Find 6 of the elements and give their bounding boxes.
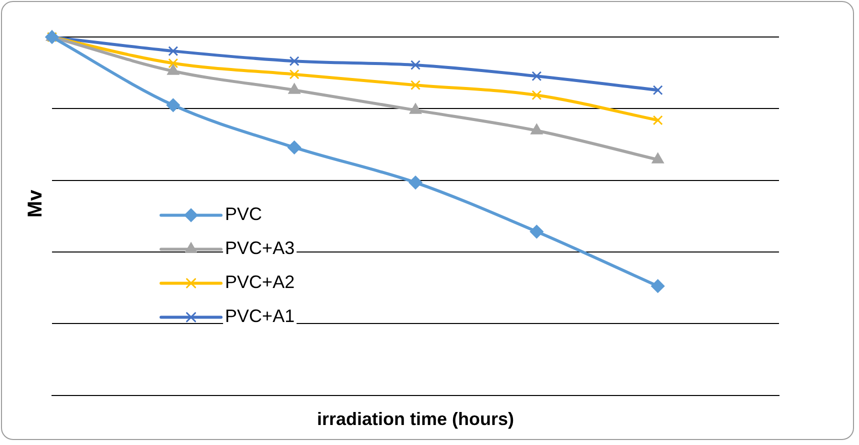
legend-label: PVC+A1: [225, 306, 295, 326]
legend-label: PVC+A2: [225, 272, 295, 292]
legend-label: PVC: [225, 204, 262, 224]
legend-label: PVC+A3: [225, 238, 295, 258]
y-axis-title: Mv: [24, 188, 47, 218]
x-axis-title: irradiation time (hours): [316, 409, 514, 430]
